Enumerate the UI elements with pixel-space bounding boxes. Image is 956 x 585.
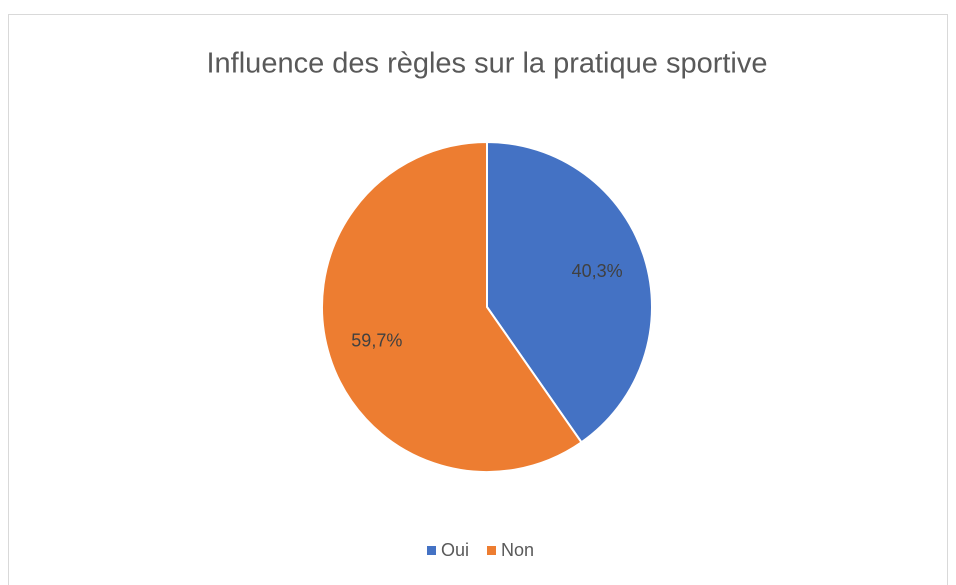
legend-swatch (427, 546, 436, 555)
pie-slice (321, 140, 583, 473)
data-label: 59,7% (351, 330, 402, 350)
data-label: 40,3% (572, 261, 623, 281)
pie-slice (486, 140, 653, 444)
legend-label: Oui (441, 540, 469, 560)
chart-title: Influence des règles sur la pratique spo… (207, 48, 768, 80)
legend-swatch (487, 546, 496, 555)
legend-label: Non (501, 540, 534, 560)
